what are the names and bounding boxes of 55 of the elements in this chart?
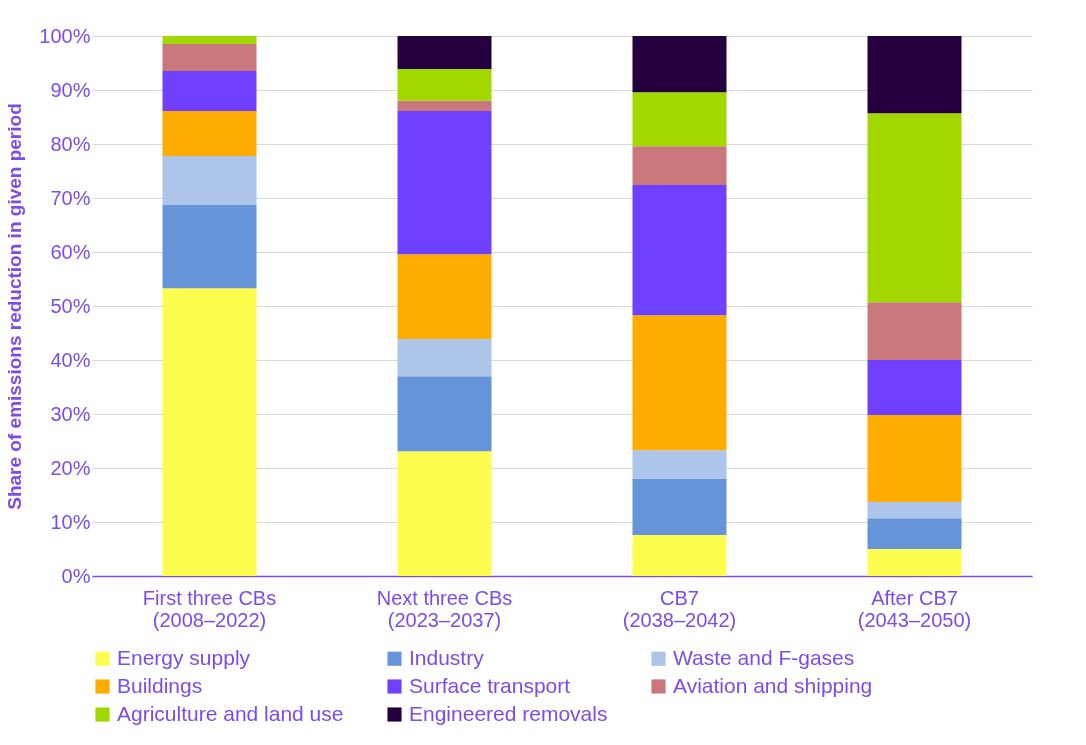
legend-label: Waste and F-gases	[673, 645, 855, 669]
y-tick-label: 90%	[50, 78, 91, 101]
y-tick-label: 50%	[50, 294, 91, 317]
bar	[632, 478, 727, 535]
legend-label: Energy supply	[117, 645, 251, 669]
y-tick-label: 40%	[50, 348, 91, 371]
y-tick-label: 60%	[50, 240, 91, 263]
bar	[162, 205, 257, 289]
bar	[632, 146, 727, 186]
bar	[867, 549, 962, 576]
y-tick-label: 20%	[50, 456, 91, 479]
bar	[632, 450, 727, 479]
bar	[397, 111, 492, 255]
bar	[397, 68, 492, 101]
bar	[632, 534, 727, 576]
bar	[867, 360, 962, 416]
y-tick-label: 100%	[39, 24, 91, 47]
bar	[632, 315, 727, 451]
x-tick-label: After CB7 (2043–2050)	[857, 586, 972, 631]
bar	[397, 338, 492, 377]
bar	[397, 36, 492, 69]
x-tick-label: Next three CBs (2023–2037)	[376, 586, 513, 631]
bar	[397, 451, 492, 576]
y-tick-label: 30%	[50, 402, 91, 425]
legend-label: Engineered removals	[409, 701, 608, 725]
bar	[162, 44, 257, 72]
y-axis-title: Share of emissions reduction in given period	[4, 103, 26, 510]
bar	[162, 36, 257, 45]
bar	[397, 254, 492, 339]
legend-label: Agriculture and land use	[117, 701, 344, 725]
legend-label: Aviation and shipping	[673, 673, 873, 697]
bar	[162, 111, 257, 156]
x-tick-label: CB7 (2038–2042)	[622, 586, 737, 631]
legend-label: Industry	[409, 645, 485, 669]
bar	[867, 302, 962, 360]
bar	[162, 155, 257, 206]
y-tick-label: 10%	[50, 510, 91, 533]
bar	[632, 185, 727, 316]
bar	[867, 502, 962, 519]
bar	[867, 113, 962, 303]
x-tick-label: First three CBs (2008–2022)	[142, 586, 277, 631]
bar	[162, 288, 257, 576]
bar	[632, 36, 727, 93]
y-tick-label: 0%	[61, 564, 91, 587]
y-tick-label: 80%	[50, 132, 91, 155]
bar	[867, 415, 962, 503]
legend-label: Buildings	[117, 673, 203, 697]
y-tick-label: 70%	[50, 186, 91, 209]
bar	[867, 36, 962, 114]
bar	[397, 100, 492, 112]
bar	[867, 518, 962, 549]
legend-label: Surface transport	[409, 673, 571, 697]
bar	[632, 92, 727, 147]
bar	[162, 71, 257, 112]
bar	[397, 376, 492, 452]
